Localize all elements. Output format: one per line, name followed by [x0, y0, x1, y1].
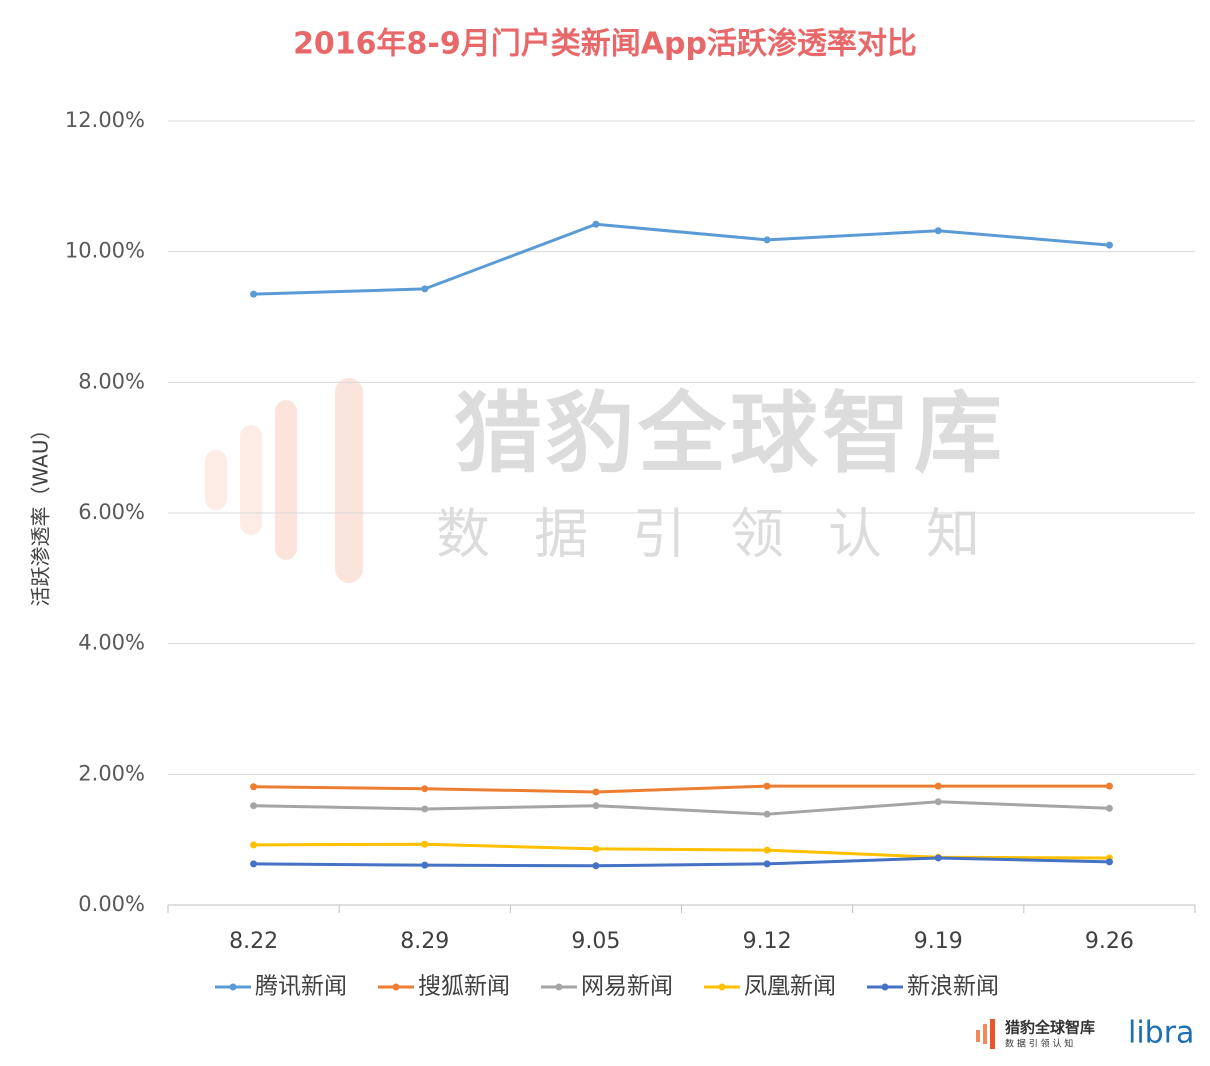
- point: [421, 840, 429, 848]
- x-tick-label: 9.19: [914, 929, 963, 954]
- series-line: [253, 784, 1110, 794]
- y-tick-label: 6.00%: [78, 500, 145, 524]
- point: [250, 783, 258, 791]
- watermark-bar: [240, 425, 262, 535]
- logo-bar: [976, 1030, 980, 1042]
- point: [421, 785, 429, 793]
- x-tick-label: 9.12: [743, 929, 792, 954]
- point: [592, 845, 600, 853]
- point: [592, 788, 600, 796]
- watermark: 猎豹全球智库 数据引领认知: [205, 378, 1024, 583]
- logo-name: 猎豹全球智库: [1005, 1019, 1095, 1037]
- y-tick-label: 0.00%: [78, 892, 145, 916]
- legend-label: 新浪新闻: [907, 974, 999, 1000]
- chart-title: 2016年8-9月门户类新闻App活跃渗透率对比: [293, 27, 917, 62]
- legend-marker: [555, 983, 563, 991]
- y-tick-label: 10.00%: [65, 239, 145, 263]
- legend-marker: [392, 983, 400, 991]
- series-line: [253, 842, 1110, 860]
- watermark-bar: [335, 378, 363, 583]
- point: [763, 782, 771, 790]
- point: [934, 854, 942, 862]
- legend-marker: [229, 983, 237, 991]
- watermark-bar: [205, 450, 227, 510]
- point: [1105, 858, 1113, 866]
- x-tick-label: 9.26: [1085, 929, 1134, 954]
- point: [1105, 241, 1113, 249]
- point: [421, 285, 429, 293]
- logo-bar: [983, 1024, 987, 1044]
- y-tick-label: 2.00%: [78, 761, 145, 785]
- point: [250, 860, 258, 868]
- legend-marker: [718, 983, 726, 991]
- point: [934, 782, 942, 790]
- y-tick-label: 4.00%: [78, 631, 145, 655]
- point: [934, 798, 942, 806]
- x-tick-label: 8.22: [229, 929, 278, 954]
- logo-bar: [990, 1019, 995, 1049]
- point: [250, 802, 258, 810]
- point: [250, 290, 258, 298]
- point: [763, 846, 771, 854]
- legend-label: 腾讯新闻: [255, 974, 347, 1000]
- point: [592, 862, 600, 870]
- series-line: [253, 222, 1110, 296]
- logo: 猎豹全球智库 数 据 引 领 认 知 libra: [976, 1016, 1194, 1051]
- y-tick-label: 12.00%: [65, 108, 145, 132]
- point: [934, 227, 942, 235]
- x-tick-label: 9.05: [571, 929, 620, 954]
- series-line: [253, 800, 1110, 816]
- y-tick-label: 8.00%: [78, 369, 145, 393]
- point: [763, 860, 771, 868]
- point: [421, 861, 429, 869]
- logo-brand: libra: [1128, 1016, 1194, 1051]
- watermark-bar: [275, 400, 297, 560]
- legend-label: 网易新闻: [581, 974, 673, 1000]
- point: [1105, 782, 1113, 790]
- logo-tagline: 数 据 引 领 认 知: [1005, 1038, 1073, 1050]
- point: [763, 810, 771, 818]
- legend-label: 搜狐新闻: [418, 974, 510, 1000]
- series-line: [253, 856, 1110, 868]
- legend-marker: [881, 983, 889, 991]
- watermark-subtitle: 数据引领认知: [436, 503, 1024, 566]
- watermark-title: 猎豹全球智库: [454, 382, 1006, 485]
- point: [763, 236, 771, 244]
- x-tick-label: 8.29: [400, 929, 449, 954]
- y-axis-label: 活跃渗透率（WAU）: [29, 419, 53, 606]
- point: [1105, 804, 1113, 812]
- legend-label: 凤凰新闻: [744, 974, 836, 1000]
- point: [250, 841, 258, 849]
- point: [592, 802, 600, 810]
- point: [592, 220, 600, 228]
- point: [421, 805, 429, 813]
